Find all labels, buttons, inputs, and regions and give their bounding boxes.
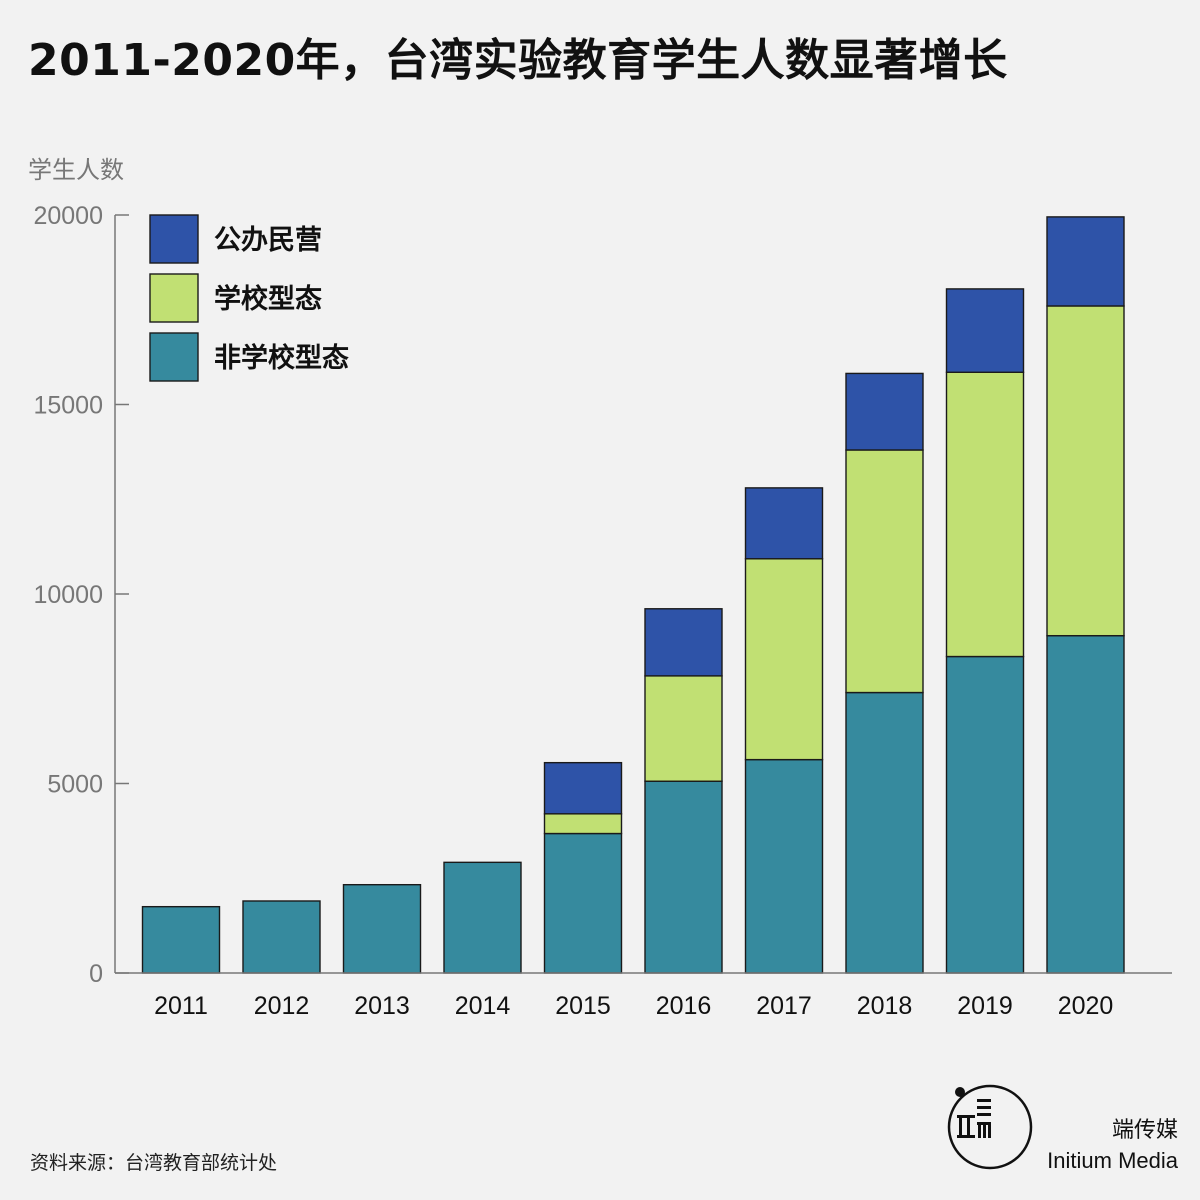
brand-name-zh: 端传媒	[1111, 1118, 1178, 1143]
legend-label-2: 非学校型态	[214, 342, 349, 374]
x-tick-label-2020: 2020	[1058, 992, 1114, 1020]
bar-2019-series-1	[945, 371, 1025, 658]
legend-swatch-2	[149, 332, 199, 382]
legend-label-0: 公办民营	[214, 225, 322, 256]
bar-2011-series-0	[141, 905, 221, 974]
bar-2015-series-2	[543, 761, 623, 815]
x-tick-label-2016: 2016	[656, 992, 712, 1020]
x-tick-label-2018: 2018	[857, 992, 913, 1020]
bar-2019-series-0	[945, 655, 1025, 974]
bar-2019-series-2	[945, 288, 1025, 373]
x-tick-label-2015: 2015	[555, 992, 611, 1020]
x-tick-label-2012: 2012	[254, 992, 310, 1020]
brand-name-en: Initium Media	[1047, 1148, 1178, 1173]
y-tick-label-5000: 5000	[47, 771, 103, 799]
bar-2014-series-0	[443, 861, 522, 974]
x-tick-label-2019: 2019	[957, 992, 1013, 1020]
y-tick-label-0: 0	[89, 960, 103, 988]
x-tick-label-2017: 2017	[756, 992, 812, 1020]
bar-2018-series-1	[845, 449, 924, 694]
y-axis-label: 学生人数	[28, 156, 124, 184]
x-tick-label-2014: 2014	[455, 992, 511, 1020]
bar-2015-series-1	[543, 813, 623, 835]
bar-2016-series-2	[644, 608, 723, 677]
bar-2020-series-1	[1046, 305, 1125, 637]
bar-2020-series-2	[1046, 216, 1125, 307]
axes-group: 0 5000 10000 15000 20000 2011 2012 2013 2014 2015…	[33, 202, 1172, 1020]
bar-2012-series-0	[242, 900, 321, 974]
source-note: 资料来源：台湾教育部统计处	[30, 1152, 278, 1174]
bar-2015-series-0	[543, 832, 623, 974]
y-tick-label-10000: 10000	[33, 581, 103, 609]
bar-2018-series-2	[845, 372, 924, 451]
bar-2017-series-1	[744, 558, 824, 761]
chart-title: 2011-2020年，台湾实验教育学生人数显著增长	[28, 35, 1008, 86]
y-tick-label-20000: 20000	[33, 202, 103, 230]
bar-2016-series-0	[644, 780, 723, 974]
legend-label-1: 学校型态	[214, 283, 322, 315]
y-tick-label-15000: 15000	[33, 392, 103, 420]
x-tick-label-2013: 2013	[354, 992, 410, 1020]
bar-2016-series-1	[644, 675, 723, 782]
bar-2018-series-0	[845, 691, 924, 974]
legend-swatch-0	[149, 214, 199, 264]
x-tick-label-2011: 2011	[154, 992, 208, 1020]
bar-2013-series-0	[342, 883, 422, 974]
legend-swatch-1	[149, 273, 199, 323]
bar-2017-series-2	[744, 487, 824, 560]
bar-2017-series-0	[744, 758, 824, 974]
bar-2020-series-0	[1046, 634, 1125, 974]
initium-logo-icon	[947, 1084, 1033, 1170]
bars-group	[141, 216, 1125, 974]
